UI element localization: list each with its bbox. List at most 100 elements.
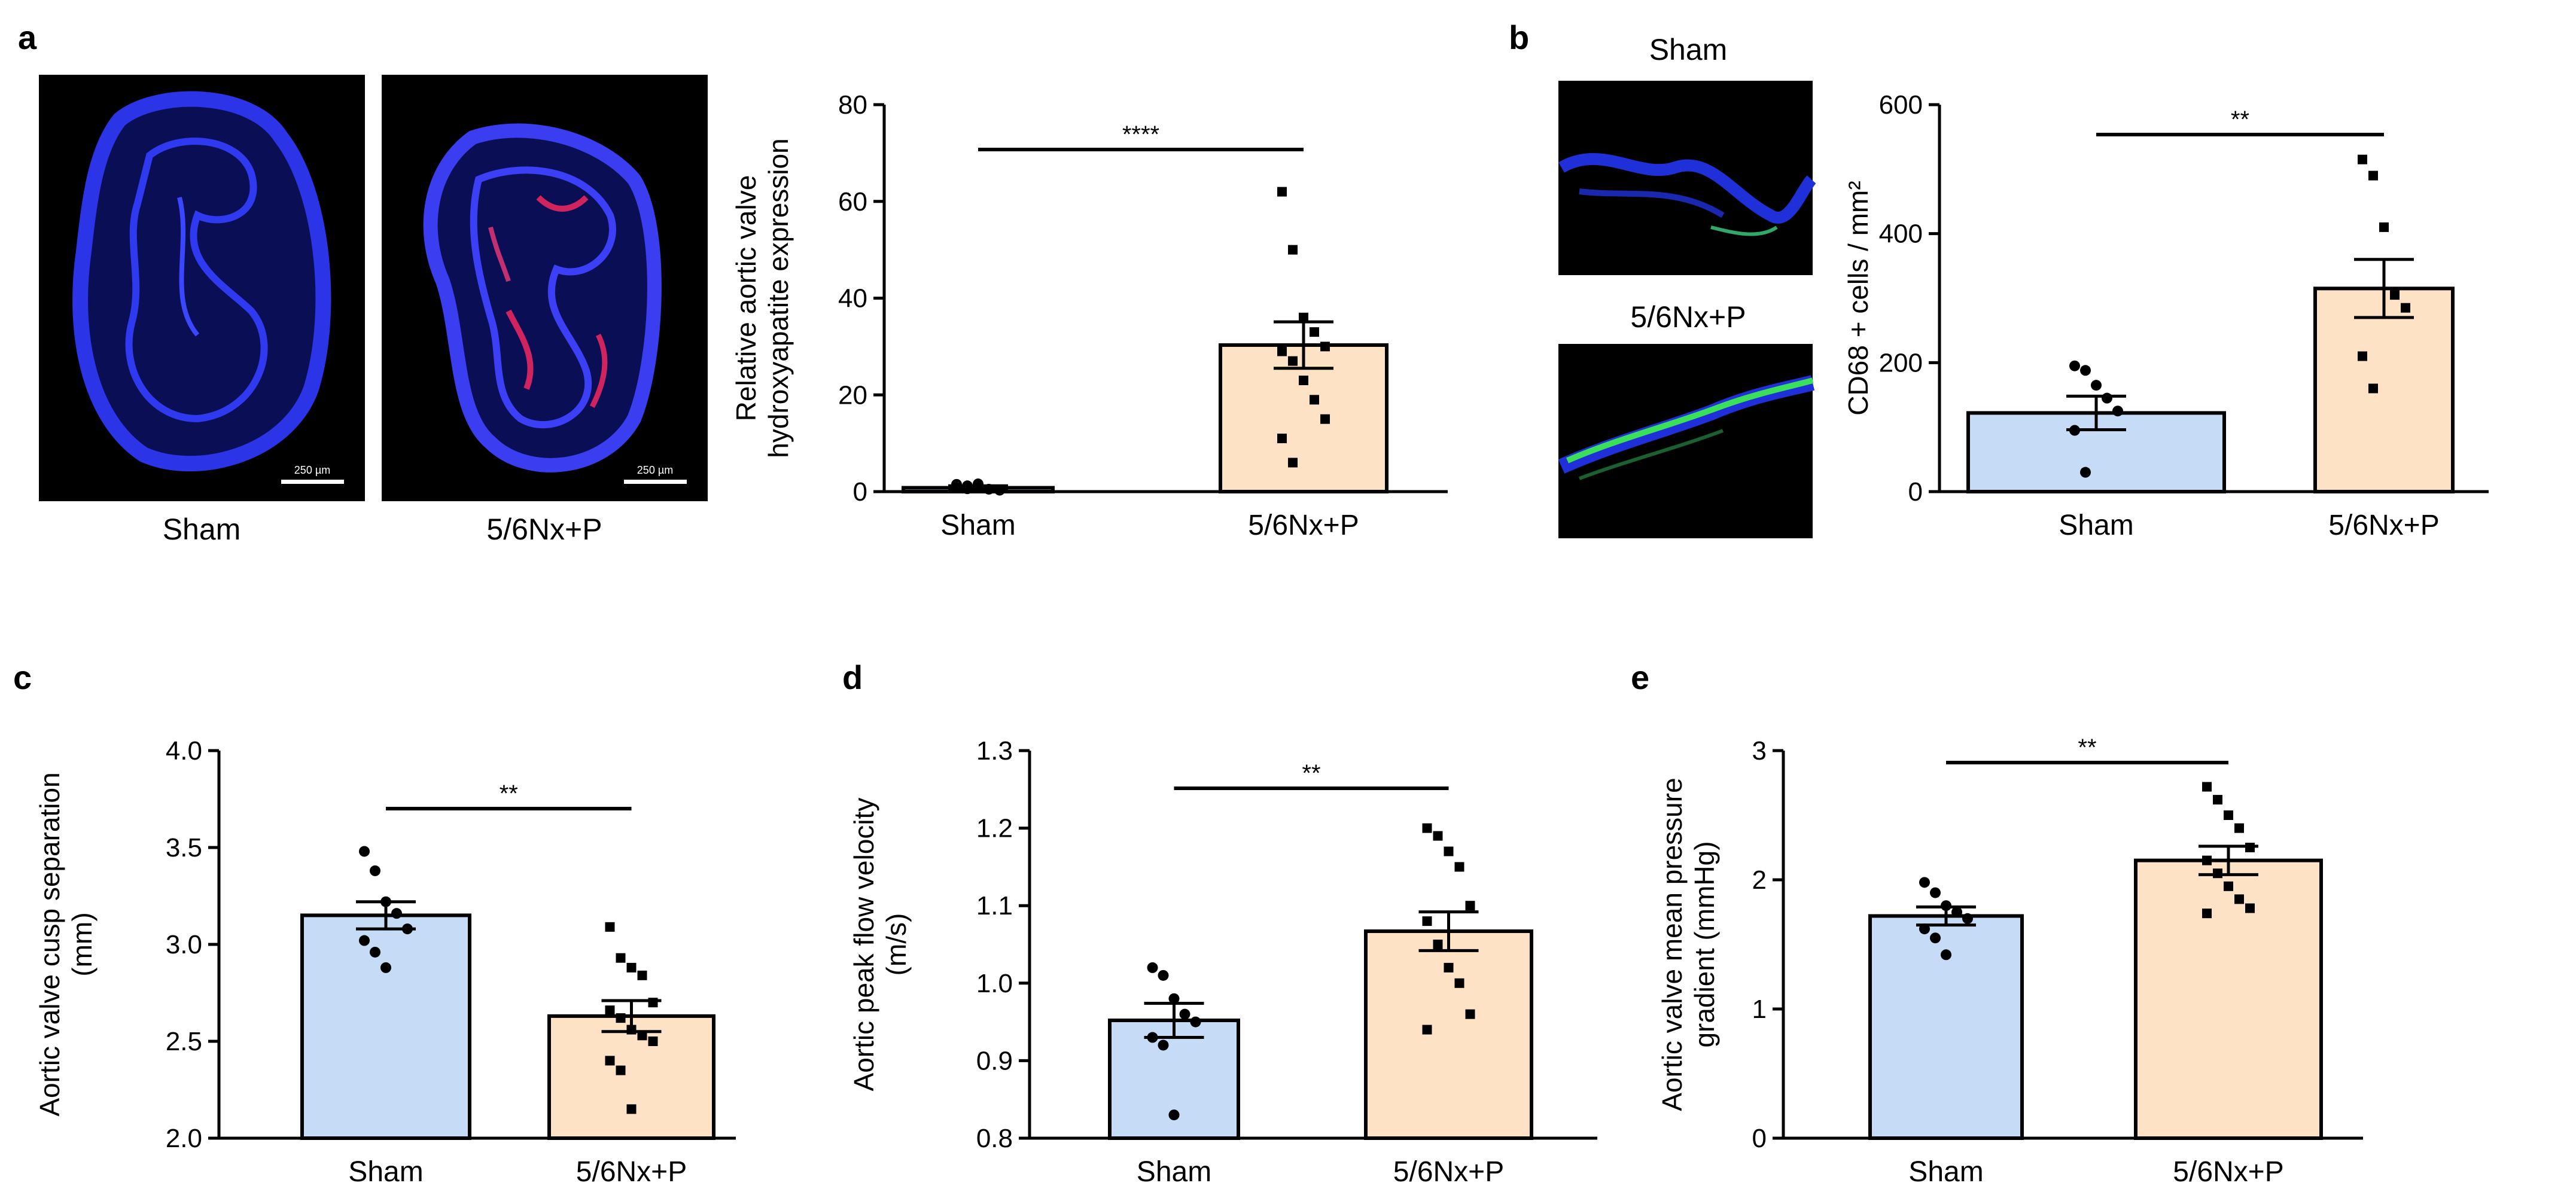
x-category-label: 5/6Nx+P [1248,510,1359,541]
panel-letter-c: c [13,659,32,696]
y-tick-label: 600 [1879,90,1923,120]
data-point-treatment [1288,458,1298,468]
data-point-sham [1941,900,1951,912]
data-point-sham [1951,907,1962,917]
y-axis-title: (m/s) [881,913,912,976]
y-axis-title: Aortic peak flow velocity [848,798,879,1092]
data-point-treatment [2234,823,2244,833]
panel-letter-e: e [1631,659,1649,696]
data-point-sham [359,935,370,946]
x-category-label: Sham [940,510,1015,541]
data-point-treatment [2224,810,2233,820]
data-point-treatment [2202,782,2212,792]
data-point-treatment [626,1025,637,1035]
stain-image-sham [1558,81,1816,275]
data-point-sham [1147,1032,1158,1043]
stain-caption-sham: Sham [1649,33,1728,66]
y-tick-label: 60 [838,187,867,217]
data-point-treatment [2245,903,2255,913]
data-point-sham [1190,1016,1201,1028]
stain-image-5-6nx-p [1558,344,1815,538]
data-point-sham [2112,406,2123,417]
y-tick-label: 0.9 [976,1046,1013,1075]
data-point-sham [402,923,413,935]
data-point-sham [2091,380,2102,391]
data-point-sham [1179,1008,1190,1020]
bar-treatment [2313,286,2455,493]
y-tick-label: 0 [1908,477,1923,507]
data-point-treatment [648,998,658,1008]
data-point-sham [1930,887,1941,898]
data-point-sham [1919,877,1930,888]
data-point-sham [1168,993,1180,1004]
data-point-treatment [626,1104,637,1114]
data-point-sham [2080,365,2091,376]
data-point-treatment [2358,154,2367,164]
significance-label: **** [1122,121,1159,148]
data-point-treatment [1277,346,1287,356]
y-tick-label: 0 [853,477,867,507]
y-tick-label: 2 [1752,865,1767,895]
data-point-sham [359,846,370,857]
y-tick-label: 1.0 [976,969,1013,998]
y-tick-label: 400 [1879,220,1923,249]
data-point-treatment [1422,916,1432,926]
y-tick-label: 1.2 [976,814,1013,843]
data-point-treatment [1310,395,1319,405]
y-axis-title: (mm) [66,912,98,976]
data-point-treatment [1465,1009,1475,1019]
data-point-treatment [1444,846,1454,856]
data-point-treatment [605,1005,615,1016]
data-point-treatment [616,953,626,963]
x-category-label: 5/6Nx+P [2328,510,2439,541]
y-tick-label: 20 [838,380,867,410]
panel-letter-b: b [1509,19,1529,56]
data-point-treatment [2234,894,2244,904]
data-point-treatment [2213,868,2222,879]
y-axis-title: hydroxyapatite expression [763,138,794,458]
data-point-treatment [637,970,647,980]
data-point-sham [1962,913,1973,924]
data-point-treatment [1444,962,1454,973]
data-point-treatment [2368,170,2378,181]
data-point-sham [1147,962,1158,973]
data-point-treatment [616,1013,626,1023]
data-point-treatment [1320,342,1330,352]
y-tick-label: 4.0 [166,736,202,766]
data-point-treatment [1433,831,1443,841]
data-point-treatment [626,962,637,973]
y-tick-label: 1.3 [976,736,1013,766]
data-point-treatment [2202,909,2212,919]
data-point-sham [973,478,983,490]
data-point-treatment [1277,434,1287,444]
data-point-treatment [1277,187,1287,197]
data-point-treatment [1454,862,1464,872]
data-point-treatment [1422,1025,1432,1035]
data-point-sham [1168,1109,1180,1121]
y-tick-label: 1.1 [976,891,1013,920]
chart-d-peak-flow-velocity: 0.8 0.9 1.0 1.1 1.2 1.3 Aortic peak flow veloc… [848,736,1597,1188]
x-category-label: Sham [1137,1156,1211,1188]
data-point-treatment [637,1031,647,1041]
chart-b-cd68-cells: 0 200 400 600 CD68 + cells / mm² Sham 5/6Nx+P *… [1843,90,2489,541]
significance-label: ** [2231,106,2249,133]
data-point-sham [1919,923,1930,935]
y-axis-title: Aortic valve cusp separation [34,772,65,1116]
y-axis-title: Relative aortic valve [730,175,762,422]
x-category-label: Sham [1908,1156,1983,1188]
data-point-sham [1941,949,1951,961]
scale-bar-label-sham: 250 µm [294,464,330,476]
y-tick-label: 3.0 [166,930,202,959]
data-point-treatment [1320,414,1330,424]
y-tick-label: 40 [838,284,867,313]
data-point-treatment [2245,843,2255,852]
significance-label: ** [500,781,518,807]
data-point-treatment [1465,901,1475,911]
y-axis-title: gradient (mmHg) [1689,841,1720,1047]
bar-sham [1868,914,2024,1140]
x-category-label: 5/6Nx+P [576,1156,687,1188]
data-point-treatment [1454,978,1464,988]
y-tick-label: 3 [1752,736,1767,766]
chart-e-mean-pressure-gradient: 0 1 2 3 Aortic valve mean pressure gradient (… [1657,734,2363,1188]
data-point-treatment [605,922,615,932]
